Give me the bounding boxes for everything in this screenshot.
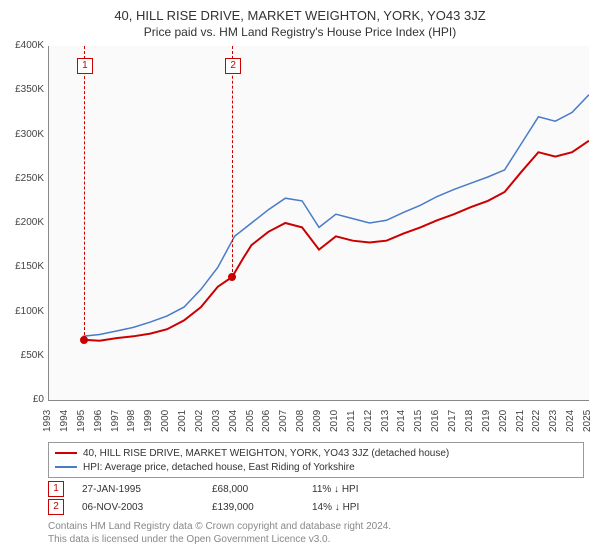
x-tick-label: 2014 <box>397 410 407 432</box>
row-pct-1: 11% ↓ HPI <box>312 484 412 495</box>
series-line <box>83 95 589 337</box>
x-tick-label: 2003 <box>212 410 222 432</box>
y-tick-label: £150K <box>0 262 44 272</box>
x-tick-label: 2020 <box>499 410 509 432</box>
legend-row-2: HPI: Average price, detached house, East… <box>55 460 577 474</box>
transaction-marker <box>228 273 236 281</box>
row-date-1: 27-JAN-1995 <box>82 484 212 495</box>
y-tick-label: £250K <box>0 174 44 184</box>
x-tick-label: 2018 <box>465 410 475 432</box>
chart-container: 40, HILL RISE DRIVE, MARKET WEIGHTON, YO… <box>0 0 600 560</box>
series-line <box>84 141 589 341</box>
x-tick-label: 1997 <box>111 410 121 432</box>
x-tick-label: 2012 <box>364 410 374 432</box>
table-row: 1 27-JAN-1995 £68,000 11% ↓ HPI <box>48 480 412 498</box>
row-marker-1: 1 <box>48 481 64 497</box>
x-tick-label: 2021 <box>516 410 526 432</box>
transaction-table: 1 27-JAN-1995 £68,000 11% ↓ HPI 2 06-NOV… <box>48 480 412 516</box>
row-price-2: £139,000 <box>212 502 312 513</box>
x-tick-label: 2005 <box>246 410 256 432</box>
row-marker-2: 2 <box>48 499 64 515</box>
chart-subtitle: Price paid vs. HM Land Registry's House … <box>0 23 600 39</box>
x-tick-label: 2004 <box>229 410 239 432</box>
legend-box: 40, HILL RISE DRIVE, MARKET WEIGHTON, YO… <box>48 442 584 478</box>
marker-number-box: 1 <box>77 58 93 74</box>
footer-line-2: This data is licensed under the Open Gov… <box>48 533 391 546</box>
table-row: 2 06-NOV-2003 £139,000 14% ↓ HPI <box>48 498 412 516</box>
footer-text: Contains HM Land Registry data © Crown c… <box>48 520 391 546</box>
marker-dashed-line <box>84 46 85 340</box>
x-tick-label: 2000 <box>161 410 171 432</box>
x-tick-label: 2019 <box>482 410 492 432</box>
x-tick-label: 2009 <box>313 410 323 432</box>
x-tick-label: 2011 <box>347 410 357 432</box>
plot-area: 12 <box>48 46 589 401</box>
legend-swatch-2 <box>55 466 77 468</box>
x-tick-label: 2006 <box>262 410 272 432</box>
row-pct-2: 14% ↓ HPI <box>312 502 412 513</box>
row-date-2: 06-NOV-2003 <box>82 502 212 513</box>
x-tick-label: 2022 <box>532 410 542 432</box>
y-tick-label: £350K <box>0 85 44 95</box>
y-tick-label: £400K <box>0 41 44 51</box>
chart-lines <box>49 46 589 400</box>
footer-line-1: Contains HM Land Registry data © Crown c… <box>48 520 391 533</box>
legend-label-2: HPI: Average price, detached house, East… <box>83 462 355 473</box>
x-tick-label: 1993 <box>43 410 53 432</box>
x-tick-label: 2017 <box>448 410 458 432</box>
x-tick-label: 2025 <box>583 410 593 432</box>
marker-number-box: 2 <box>225 58 241 74</box>
x-tick-label: 2008 <box>296 410 306 432</box>
x-tick-label: 2010 <box>330 410 340 432</box>
marker-dashed-line <box>232 46 233 277</box>
y-tick-label: £50K <box>0 351 44 361</box>
x-tick-label: 2016 <box>431 410 441 432</box>
legend-row-1: 40, HILL RISE DRIVE, MARKET WEIGHTON, YO… <box>55 446 577 460</box>
x-tick-label: 2001 <box>178 410 188 432</box>
legend-label-1: 40, HILL RISE DRIVE, MARKET WEIGHTON, YO… <box>83 448 449 459</box>
x-tick-label: 1995 <box>77 410 87 432</box>
y-tick-label: £300K <box>0 130 44 140</box>
x-tick-label: 2023 <box>549 410 559 432</box>
row-price-1: £68,000 <box>212 484 312 495</box>
x-tick-label: 1999 <box>144 410 154 432</box>
chart-title: 40, HILL RISE DRIVE, MARKET WEIGHTON, YO… <box>0 0 600 23</box>
y-tick-label: £200K <box>0 218 44 228</box>
x-tick-label: 1998 <box>127 410 137 432</box>
x-tick-label: 2002 <box>195 410 205 432</box>
x-tick-label: 1996 <box>94 410 104 432</box>
x-tick-label: 1994 <box>60 410 70 432</box>
transaction-marker <box>80 336 88 344</box>
x-tick-label: 2024 <box>566 410 576 432</box>
y-tick-label: £100K <box>0 307 44 317</box>
x-tick-label: 2015 <box>414 410 424 432</box>
y-tick-label: £0 <box>0 395 44 405</box>
legend-swatch-1 <box>55 452 77 454</box>
x-tick-label: 2013 <box>381 410 391 432</box>
x-tick-label: 2007 <box>279 410 289 432</box>
